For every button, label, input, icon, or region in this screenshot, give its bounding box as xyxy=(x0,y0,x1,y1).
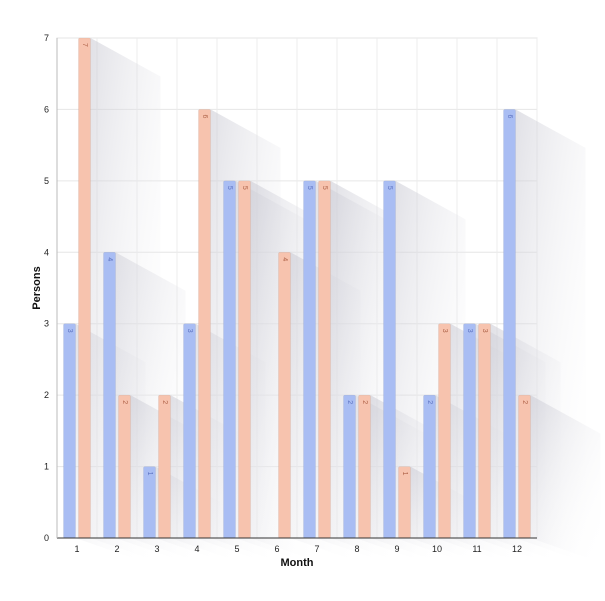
bar xyxy=(278,251,291,539)
x-tick-label: 11 xyxy=(472,544,481,554)
x-tick-label: 5 xyxy=(234,544,239,554)
y-tick-label: 6 xyxy=(44,104,49,114)
bar-value-label: 5 xyxy=(386,186,393,190)
bar-value-label: 3 xyxy=(481,329,488,333)
bar-value-label: 6 xyxy=(201,114,208,118)
bar-value-label: 7 xyxy=(81,43,88,47)
bar-value-label: 5 xyxy=(241,186,248,190)
bar xyxy=(143,466,156,539)
bars: 3 4 1 3 5 5 2 5 2 3 6 7 2 2 6 5 4 5 2 1 3 3 2 xyxy=(63,37,531,539)
y-tick-label: 1 xyxy=(44,462,49,472)
bar-shadow xyxy=(530,395,601,563)
x-tick-label: 2 xyxy=(114,544,119,554)
bar xyxy=(238,180,251,539)
y-tick-label: 5 xyxy=(44,176,49,186)
bar-value-label: 5 xyxy=(226,186,233,190)
bar xyxy=(63,323,76,539)
bar-value-label: 3 xyxy=(186,329,193,333)
y-tick-label: 7 xyxy=(44,33,49,43)
bar xyxy=(518,394,531,539)
bar-value-label: 2 xyxy=(121,400,128,404)
x-tick-label: 7 xyxy=(314,544,319,554)
bar-value-label: 4 xyxy=(281,257,288,261)
y-tick-label: 2 xyxy=(44,390,49,400)
x-tick-label: 1 xyxy=(74,544,79,554)
bar xyxy=(158,394,171,539)
x-tick-label: 3 xyxy=(154,544,159,554)
bar-value-label: 3 xyxy=(466,329,473,333)
bar-value-label: 2 xyxy=(361,400,368,404)
bar-value-label: 2 xyxy=(161,400,168,404)
bar xyxy=(78,37,91,539)
bar-value-label: 3 xyxy=(66,329,73,333)
y-tick-label: 3 xyxy=(44,319,49,329)
bar-value-label: 2 xyxy=(426,400,433,404)
x-tick-label: 12 xyxy=(512,544,522,554)
bar xyxy=(383,180,396,539)
bar xyxy=(423,394,436,539)
bar xyxy=(303,180,316,539)
bar-value-label: 5 xyxy=(321,186,328,190)
bar xyxy=(503,109,516,539)
bar xyxy=(318,180,331,539)
bar-value-label: 2 xyxy=(521,400,528,404)
x-tick-label: 6 xyxy=(274,544,279,554)
bar xyxy=(118,394,131,539)
bar xyxy=(343,394,356,539)
bar xyxy=(398,466,411,539)
bar xyxy=(223,180,236,539)
bar-value-label: 3 xyxy=(441,329,448,333)
x-tick-label: 8 xyxy=(354,544,359,554)
bar xyxy=(438,323,451,539)
bar xyxy=(183,323,196,539)
x-tick-label: 10 xyxy=(432,544,442,554)
bar-value-label: 6 xyxy=(506,114,513,118)
bar-value-label: 4 xyxy=(106,257,113,261)
bar-shadows xyxy=(75,38,601,563)
bar-value-label: 1 xyxy=(146,472,153,476)
bar xyxy=(358,394,371,539)
x-tick-label: 9 xyxy=(394,544,399,554)
bar xyxy=(478,323,491,539)
bar xyxy=(198,109,211,539)
y-axis-title: Persons xyxy=(31,266,43,309)
x-tick-label: 4 xyxy=(194,544,199,554)
y-tick-label: 4 xyxy=(44,247,49,257)
bar xyxy=(103,251,116,539)
bar-value-label: 1 xyxy=(401,472,408,476)
y-tick-label: 0 xyxy=(44,533,49,543)
bar xyxy=(463,323,476,539)
bar-value-label: 2 xyxy=(346,400,353,404)
bar-value-label: 5 xyxy=(306,186,313,190)
x-axis-title: Month xyxy=(281,557,314,569)
